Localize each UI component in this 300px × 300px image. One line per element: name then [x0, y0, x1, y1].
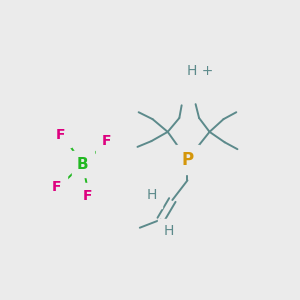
Text: P: P [182, 151, 194, 169]
Text: H: H [146, 188, 157, 203]
Text: F: F [56, 128, 65, 142]
Text: H +: H + [187, 64, 213, 78]
Text: F: F [52, 180, 61, 194]
Text: −: − [85, 162, 93, 172]
Text: H: H [164, 224, 174, 238]
Text: B: B [77, 157, 89, 172]
Text: F: F [102, 134, 112, 148]
Text: F: F [82, 189, 92, 203]
